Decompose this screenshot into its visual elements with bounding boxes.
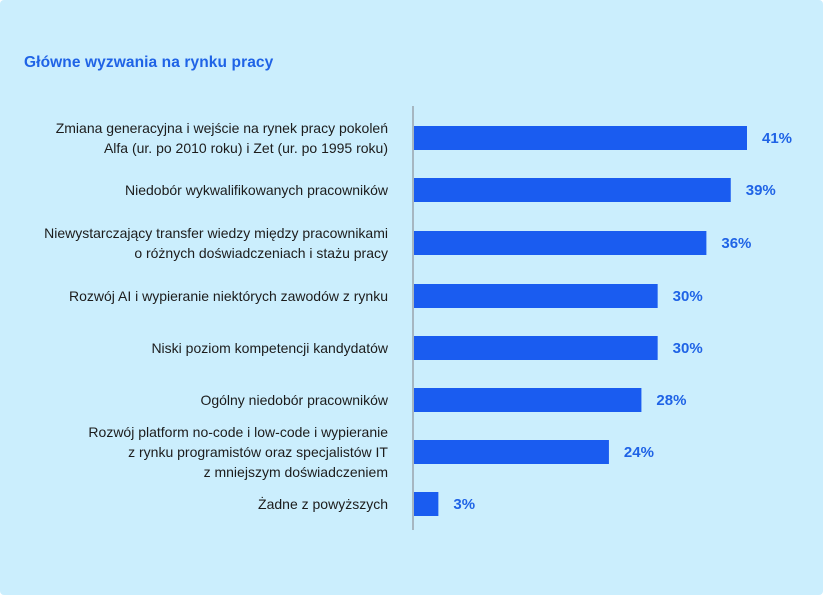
bar [414,284,658,308]
category-label: Rozwój AI i wypieranie niektórych zawodó… [69,288,388,304]
bar [414,336,658,360]
category-label: Ogólny niedobór pracowników [200,392,388,408]
chart-title: Główne wyzwania na rynku pracy [24,54,274,71]
category-label: Niedobór wykwalifikowanych pracowników [125,182,389,198]
value-label: 3% [453,496,475,513]
value-label: 39% [746,182,776,199]
bar [414,126,747,150]
bar [414,388,642,412]
bar [414,440,609,464]
category-label: Żadne z powyższych [258,495,388,512]
bar [414,178,731,202]
value-label: 24% [624,444,654,461]
value-label: 30% [673,340,703,357]
category-label: Rozwój platform no-code i low-code i wyp… [88,424,388,480]
value-label: 28% [656,392,686,409]
category-label: Niewystarczający transfer wiedzy między … [44,225,388,261]
value-label: 41% [762,130,792,147]
bar [414,231,707,255]
category-label: Niski poziom kompetencji kandydatów [151,340,388,356]
value-label: 30% [673,288,703,305]
category-label: Zmiana generacyjna i wejście na rynek pr… [56,120,388,156]
bar [414,492,439,516]
value-label: 36% [721,235,751,252]
